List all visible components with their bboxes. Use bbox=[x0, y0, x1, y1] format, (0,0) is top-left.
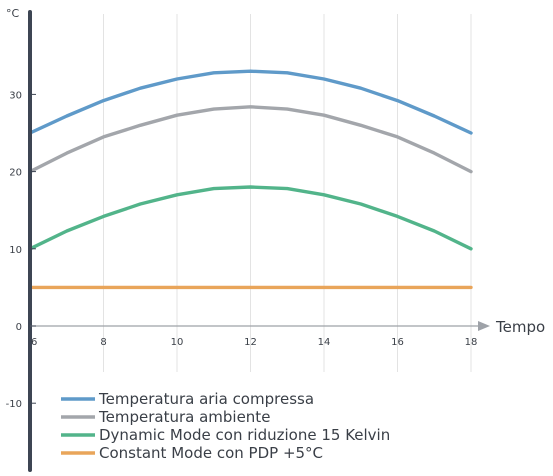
series-group bbox=[28, 69, 473, 290]
data-point bbox=[249, 70, 252, 73]
data-point bbox=[212, 286, 215, 289]
x-tick-label: 18 bbox=[465, 337, 478, 348]
data-point bbox=[470, 286, 472, 289]
data-point bbox=[176, 78, 178, 80]
y-tick-label: 0 bbox=[16, 322, 22, 333]
data-point bbox=[396, 215, 399, 218]
data-point bbox=[470, 132, 472, 134]
data-point bbox=[212, 71, 215, 74]
data-point bbox=[396, 136, 399, 138]
data-point bbox=[286, 108, 289, 110]
data-point bbox=[139, 124, 142, 127]
data-point bbox=[359, 203, 362, 205]
y-tick-label: 30 bbox=[9, 90, 22, 101]
x-axis-arrow bbox=[478, 321, 490, 331]
x-tick-label: 16 bbox=[391, 337, 404, 348]
data-point bbox=[176, 286, 178, 289]
legend-label: Dynamic Mode con riduzione 15 Kelvin bbox=[99, 426, 390, 444]
data-point bbox=[139, 87, 142, 90]
data-point bbox=[249, 105, 252, 108]
data-point bbox=[139, 286, 142, 289]
data-point bbox=[212, 187, 215, 190]
data-point bbox=[323, 286, 325, 289]
data-point bbox=[359, 124, 362, 127]
data-point bbox=[433, 230, 436, 232]
data-point bbox=[286, 71, 289, 74]
data-point bbox=[359, 87, 362, 90]
data-point bbox=[249, 186, 252, 188]
data-point bbox=[396, 99, 399, 102]
x-axis-label: Tempo bbox=[495, 318, 545, 336]
data-point bbox=[470, 248, 472, 250]
data-point bbox=[323, 114, 325, 117]
data-point bbox=[102, 136, 105, 138]
data-point bbox=[433, 152, 436, 154]
legend-label: Temperatura aria compressa bbox=[98, 390, 314, 408]
data-point bbox=[433, 286, 436, 289]
data-point bbox=[65, 230, 68, 232]
axes: -10 0 10 20 30 6 8 10 12 14 16 18 bbox=[6, 10, 490, 472]
data-point bbox=[65, 152, 68, 154]
data-point bbox=[176, 114, 178, 117]
data-point bbox=[102, 99, 105, 102]
data-point bbox=[286, 187, 289, 190]
y-tick-label: 20 bbox=[9, 168, 22, 179]
grid bbox=[103, 14, 472, 372]
data-point bbox=[65, 286, 68, 289]
data-point bbox=[286, 286, 289, 289]
y-unit-label: °C bbox=[6, 7, 20, 20]
data-point bbox=[65, 115, 68, 117]
y-tick-label: 10 bbox=[9, 245, 22, 256]
legend-label: Constant Mode con PDP +5°C bbox=[99, 444, 323, 462]
data-point bbox=[323, 193, 325, 196]
data-point bbox=[102, 286, 105, 289]
data-point bbox=[139, 203, 142, 205]
x-tick-label: 10 bbox=[171, 337, 184, 348]
data-point bbox=[323, 78, 325, 80]
x-tick-label: 12 bbox=[244, 337, 257, 348]
data-point bbox=[359, 286, 362, 289]
data-point bbox=[396, 286, 399, 289]
data-point bbox=[212, 108, 215, 110]
x-tick-label: 6 bbox=[31, 337, 37, 348]
y-tick-label: -10 bbox=[6, 399, 22, 410]
x-tick-label: 8 bbox=[100, 337, 106, 348]
data-point bbox=[176, 193, 178, 196]
x-tick-label: 14 bbox=[318, 337, 331, 348]
legend-label: Temperatura ambiente bbox=[98, 408, 270, 426]
data-point bbox=[470, 170, 472, 173]
data-point bbox=[433, 115, 436, 117]
data-point bbox=[102, 215, 105, 218]
data-point bbox=[249, 286, 252, 289]
